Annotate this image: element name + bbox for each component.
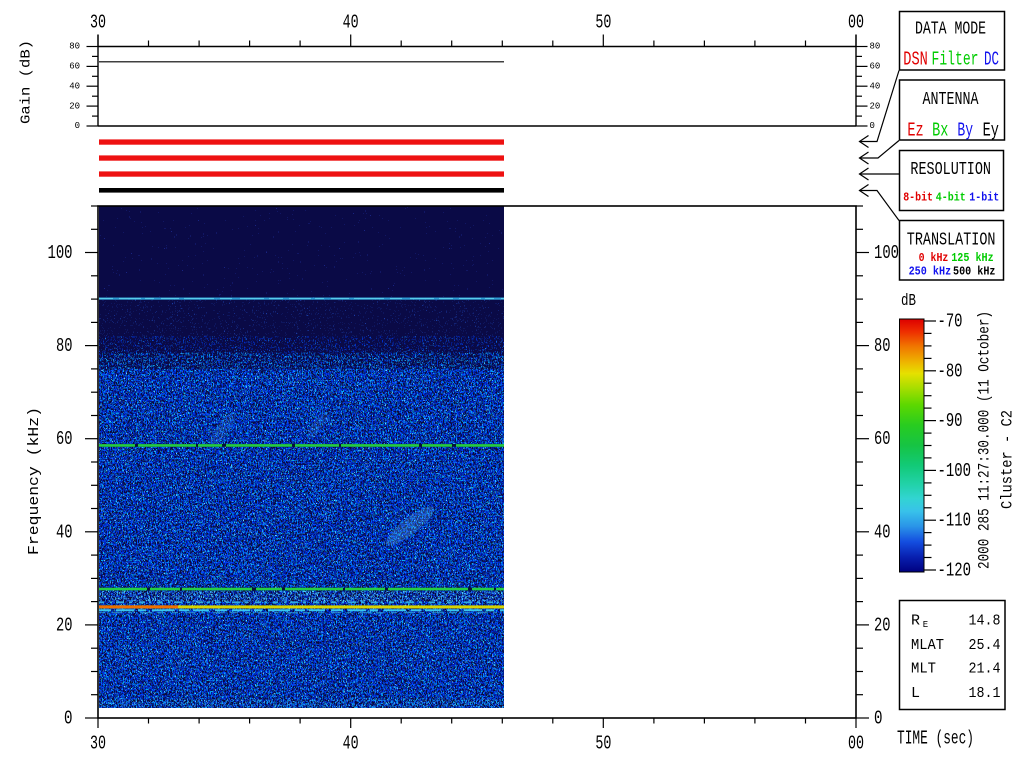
svg-text:RESOLUTION: RESOLUTION — [910, 160, 991, 180]
svg-text:30: 30 — [90, 12, 106, 34]
svg-text:500 kHz: 500 kHz — [953, 265, 996, 279]
svg-text:MLT: MLT — [911, 661, 936, 678]
svg-text:DC: DC — [984, 49, 999, 71]
svg-text:20: 20 — [874, 614, 891, 636]
svg-text:40: 40 — [870, 81, 881, 91]
svg-text:40: 40 — [874, 521, 891, 543]
svg-text:By: By — [957, 119, 973, 141]
svg-text:4-bit: 4-bit — [936, 190, 966, 204]
svg-text:00: 00 — [848, 733, 864, 755]
svg-text:20: 20 — [69, 101, 80, 111]
svg-text:30: 30 — [90, 733, 106, 755]
svg-text:21.4: 21.4 — [969, 661, 1001, 678]
svg-text:2000 285 11:27:30.000 (11 Octo: 2000 285 11:27:30.000 (11 October) — [976, 311, 994, 569]
svg-text:14.8: 14.8 — [969, 613, 1001, 630]
svg-text:60: 60 — [56, 428, 73, 450]
svg-text:DATA MODE: DATA MODE — [915, 20, 986, 40]
svg-text:-100: -100 — [938, 460, 972, 482]
svg-text:40: 40 — [56, 521, 73, 543]
svg-text:ANTENNA: ANTENNA — [923, 90, 979, 110]
svg-text:60: 60 — [874, 428, 891, 450]
svg-text:20: 20 — [870, 101, 881, 111]
svg-text:Cluster - C2: Cluster - C2 — [999, 410, 1017, 509]
svg-text:Ez: Ez — [907, 119, 923, 141]
svg-text:40: 40 — [69, 81, 80, 91]
svg-text:0: 0 — [870, 121, 875, 131]
svg-text:TRANSLATION: TRANSLATION — [907, 231, 996, 251]
svg-text:Frequency (kHz): Frequency (kHz) — [26, 407, 43, 555]
svg-text:40: 40 — [343, 733, 359, 755]
svg-text:0 kHz: 0 kHz — [919, 251, 949, 265]
svg-text:250 kHz: 250 kHz — [909, 265, 952, 279]
svg-text:TIME (sec): TIME (sec) — [897, 728, 974, 750]
svg-text:20: 20 — [56, 614, 73, 636]
svg-text:Ey: Ey — [983, 119, 999, 141]
svg-text:60: 60 — [870, 62, 881, 72]
svg-text:Bx: Bx — [932, 119, 948, 141]
svg-text:Filter: Filter — [932, 49, 979, 71]
svg-text:-80: -80 — [938, 360, 963, 382]
svg-text:60: 60 — [69, 62, 80, 72]
svg-text:L: L — [911, 685, 920, 702]
svg-text:-120: -120 — [938, 560, 972, 582]
svg-text:Gain (dB): Gain (dB) — [19, 40, 35, 124]
svg-text:80: 80 — [870, 42, 881, 52]
svg-text:80: 80 — [874, 335, 891, 357]
svg-text:0: 0 — [874, 708, 883, 730]
svg-text:-70: -70 — [938, 311, 963, 333]
svg-text:25.4: 25.4 — [969, 637, 1001, 654]
svg-text:125 kHz: 125 kHz — [951, 251, 994, 265]
svg-text:-110: -110 — [938, 510, 972, 532]
svg-text:MLAT: MLAT — [911, 637, 944, 654]
svg-text:100: 100 — [874, 242, 899, 264]
svg-text:100: 100 — [48, 242, 73, 264]
svg-text:50: 50 — [595, 12, 611, 34]
svg-text:-90: -90 — [938, 410, 963, 432]
svg-text:80: 80 — [69, 42, 80, 52]
svg-text:40: 40 — [343, 12, 359, 34]
svg-text:E: E — [923, 620, 928, 630]
svg-text:dB: dB — [901, 292, 916, 311]
svg-text:8-bit: 8-bit — [903, 190, 933, 204]
svg-text:80: 80 — [56, 335, 73, 357]
svg-text:0: 0 — [75, 121, 80, 131]
svg-text:DSN: DSN — [903, 49, 928, 71]
svg-text:00: 00 — [848, 12, 864, 34]
svg-text:50: 50 — [595, 733, 611, 755]
svg-text:0: 0 — [64, 708, 73, 730]
svg-text:R: R — [911, 613, 920, 630]
svg-text:18.1: 18.1 — [969, 685, 1001, 702]
svg-text:1-bit: 1-bit — [969, 190, 999, 204]
